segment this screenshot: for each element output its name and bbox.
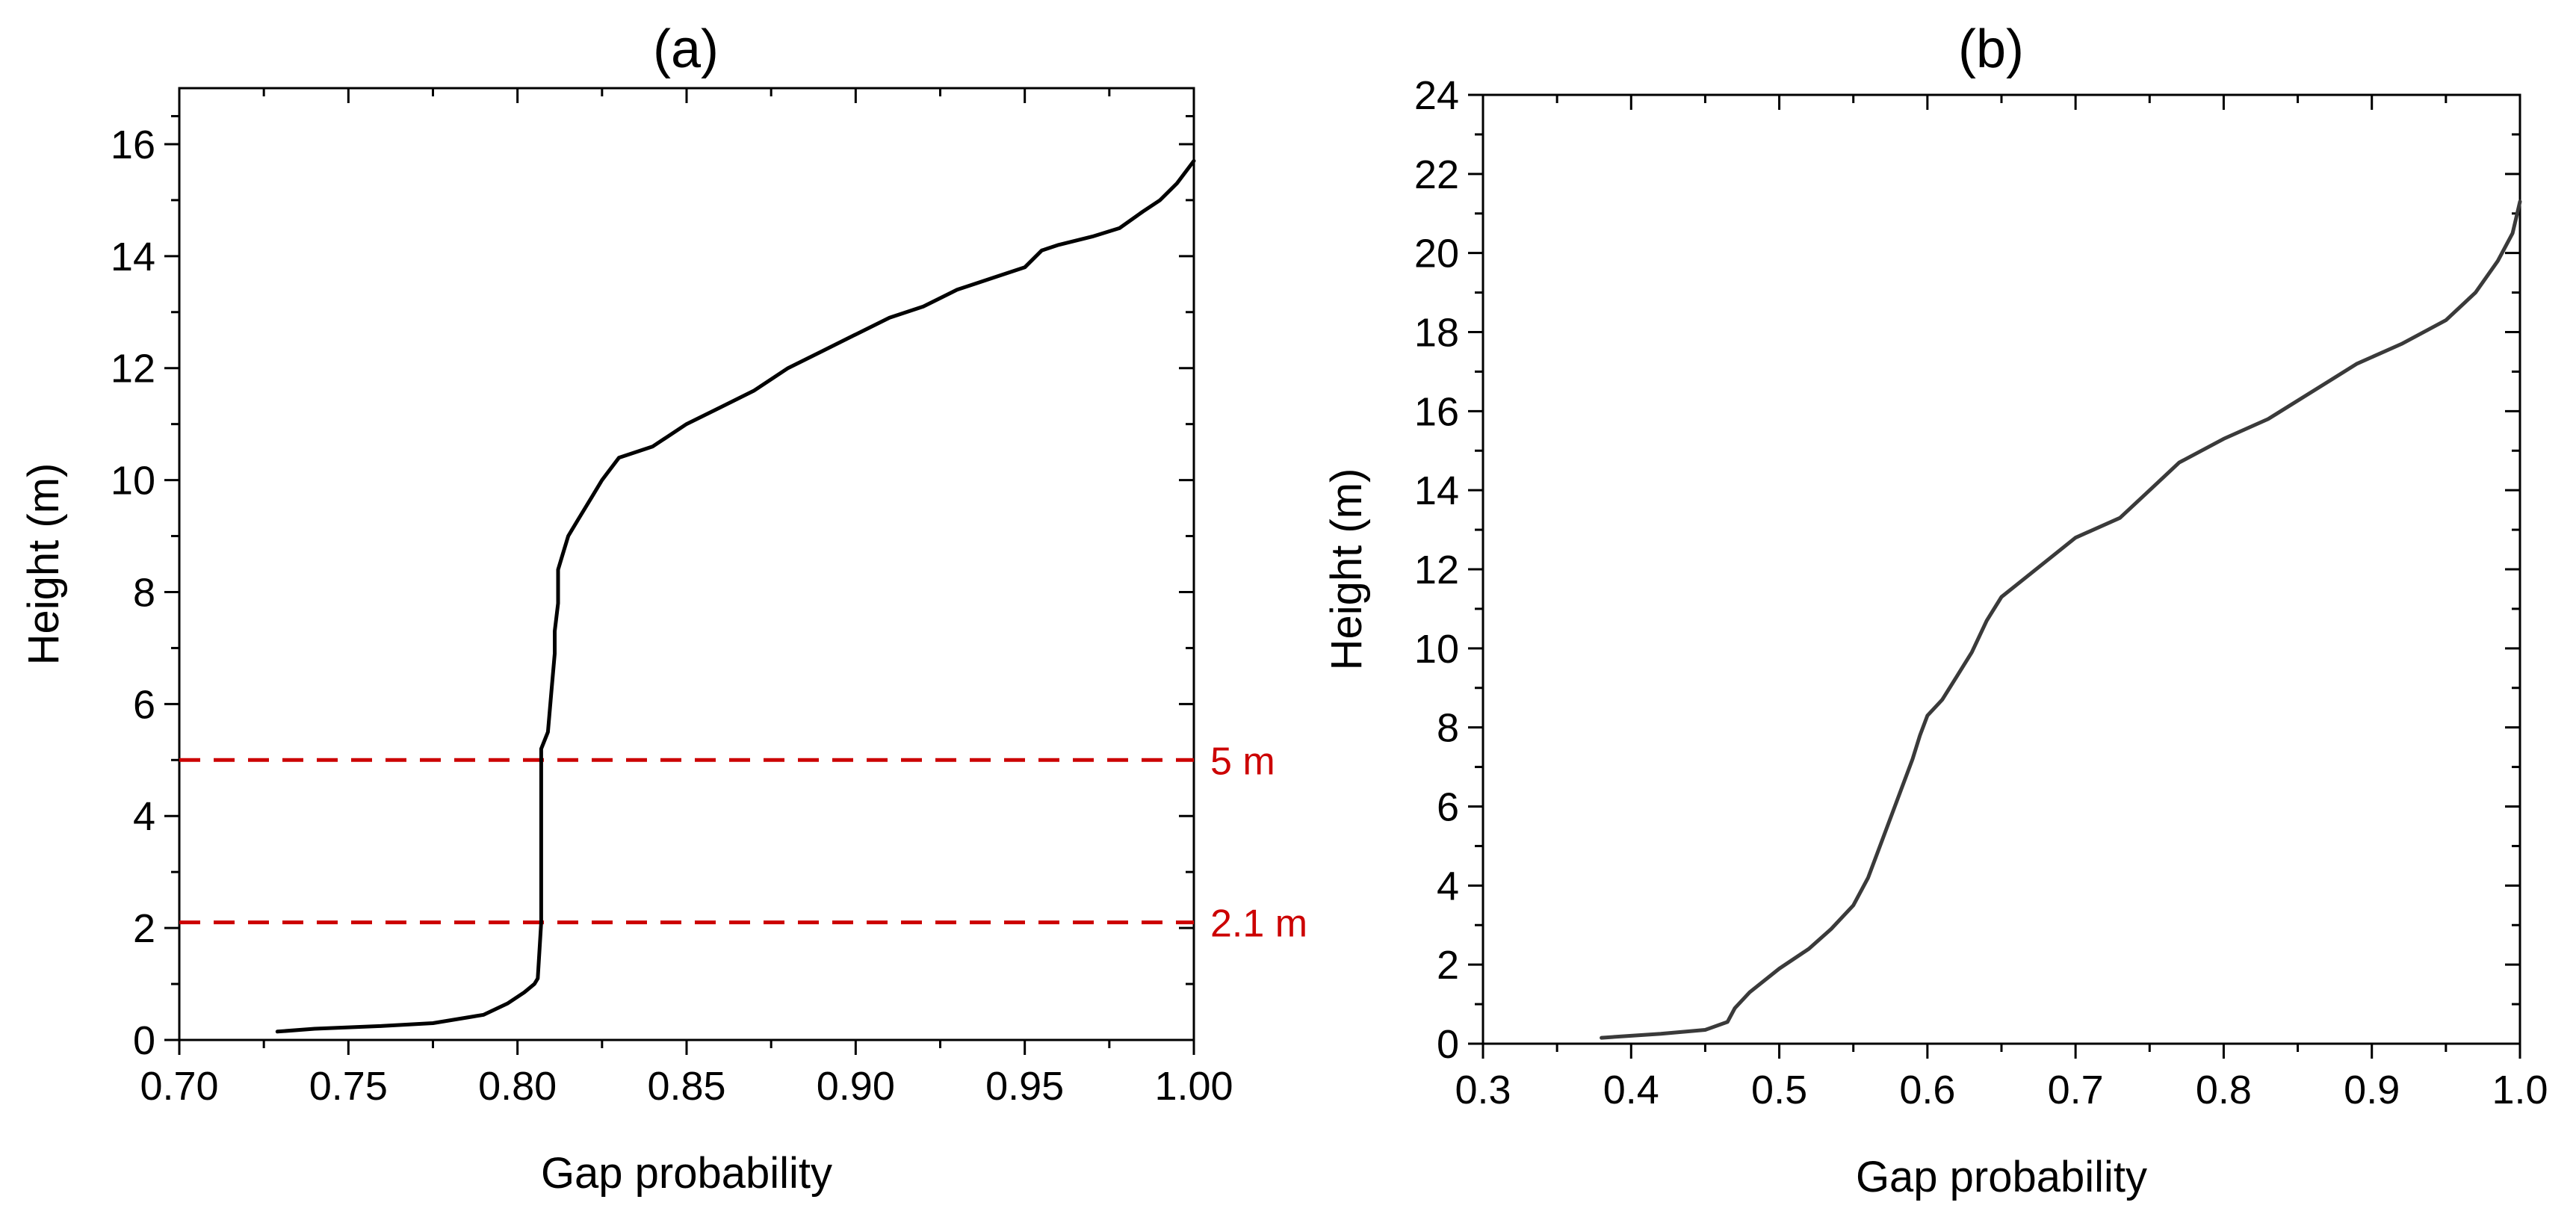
panel-b-y-tick-label: 24 bbox=[1414, 73, 1459, 118]
panel-a-x-axis-label: Gap probability bbox=[541, 1149, 832, 1198]
panel-b-x-tick-label: 0.8 bbox=[2196, 1068, 2252, 1112]
panel-b-x-tick-label: 0.7 bbox=[2048, 1068, 2104, 1112]
panel-b-x-tick-label: 0.5 bbox=[1751, 1068, 1807, 1112]
panel-a-reference-lines: 5 m 2.1 m bbox=[179, 740, 1307, 946]
panel-a-reference-line-label: 2.1 m bbox=[1210, 902, 1307, 946]
panel-a-title: (a) bbox=[653, 19, 719, 79]
panel-b-y-tick-label: 4 bbox=[1437, 864, 1459, 908]
panel-b-plot-frame bbox=[1481, 93, 2521, 1045]
panel-a-y-tick-label: 14 bbox=[111, 235, 155, 279]
panel-b-x-tick-label: 0.6 bbox=[1899, 1068, 1955, 1112]
panel-b-y-tick-label: 14 bbox=[1414, 468, 1459, 513]
panel-a-reference-line-label: 5 m bbox=[1210, 740, 1275, 783]
panel-b-series-line bbox=[1600, 199, 2522, 1040]
panel-a-y-tick-label: 8 bbox=[133, 570, 155, 615]
panel-a-y-tick-label: 6 bbox=[133, 682, 155, 727]
panel-a-x-tick-label: 0.75 bbox=[309, 1064, 388, 1109]
panel-a-plot-frame bbox=[178, 87, 1195, 1041]
panel-a-y-tick-label: 12 bbox=[111, 347, 155, 391]
panel-a-x-tick-label: 0.80 bbox=[478, 1064, 557, 1109]
panel-a-y-tick-label: 0 bbox=[133, 1018, 155, 1063]
panel-a-x-tick-label: 0.85 bbox=[647, 1064, 725, 1109]
panel-a-x-tick-label: 1.00 bbox=[1154, 1064, 1233, 1109]
panel-a-x-tick-label: 0.90 bbox=[817, 1064, 895, 1109]
panel-b-x-tick-label: 0.9 bbox=[2344, 1068, 2400, 1112]
panel-b-y-tick-label: 8 bbox=[1437, 706, 1459, 751]
panel-b-y-tick-label: 12 bbox=[1414, 548, 1459, 592]
panel-b-x-ticks: 0.3 0.4 0.5 0.6 0.7 0.8 0.9 1.0 bbox=[1455, 95, 2548, 1112]
panel-b-y-tick-label: 16 bbox=[1414, 389, 1459, 434]
panel-b-y-tick-label: 22 bbox=[1414, 152, 1459, 197]
panel-b-y-tick-label: 18 bbox=[1414, 311, 1459, 356]
panel-a-x-ticks: 0.70 0.75 0.80 0.85 0.90 0.95 1.00 bbox=[140, 88, 1233, 1109]
panel-a-y-tick-label: 16 bbox=[111, 123, 155, 167]
panel-b-x-axis-label: Gap probability bbox=[1856, 1153, 2147, 1201]
panel-b-x-tick-label: 0.3 bbox=[1455, 1068, 1511, 1112]
panel-b-x-tick-label: 0.4 bbox=[1603, 1068, 1659, 1112]
panel-a-y-axis-label: Height (m) bbox=[19, 463, 68, 666]
panel-b-y-tick-label: 0 bbox=[1437, 1022, 1459, 1067]
panel-a-x-tick-label: 0.95 bbox=[985, 1064, 1064, 1109]
panel-b-y-axis-label: Height (m) bbox=[1322, 468, 1371, 671]
panel-b: (b) 0.3 0.4 0.5 0.6 0.7 0.8 0.9 1.0 02468101214… bbox=[1322, 19, 2548, 1201]
panel-b-y-tick-label: 2 bbox=[1437, 943, 1459, 988]
panel-a-y-ticks: 0 2 4 6 8 10 12 14 16 bbox=[111, 114, 1194, 1063]
panel-a-series-line bbox=[275, 158, 1196, 1034]
panel-b-y-tick-label: 20 bbox=[1414, 232, 1459, 276]
panel-b-x-tick-label: 1.0 bbox=[2492, 1068, 2548, 1112]
panel-a-x-tick-label: 0.70 bbox=[140, 1064, 218, 1109]
panel-a-y-tick-label: 4 bbox=[133, 794, 155, 839]
panel-a-y-tick-label: 2 bbox=[133, 906, 155, 951]
panel-b-title: (b) bbox=[1958, 19, 2024, 79]
panel-a-y-tick-label: 10 bbox=[111, 459, 155, 504]
panel-b-y-tick-label: 6 bbox=[1437, 785, 1459, 830]
panel-a: (a) 0.70 0.75 0.80 0.85 0.90 0.95 1.00 0 2 4 6 8 10… bbox=[19, 19, 1307, 1198]
panel-b-y-tick-label: 10 bbox=[1414, 627, 1459, 672]
